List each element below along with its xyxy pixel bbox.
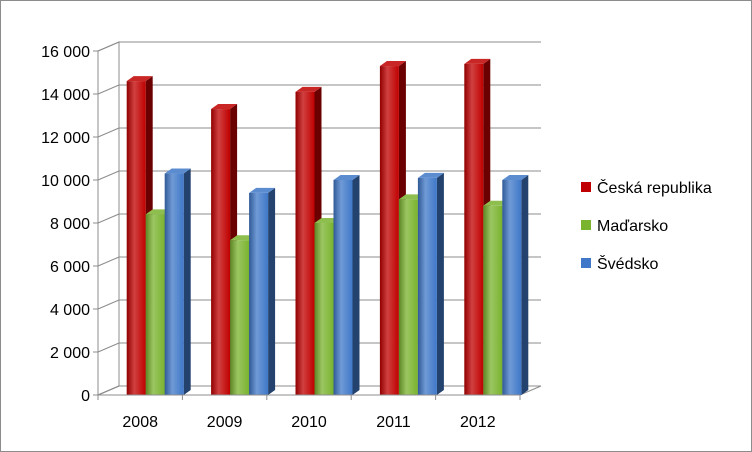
bar-front	[333, 180, 353, 395]
bar-top	[126, 76, 153, 82]
bar-front	[211, 109, 231, 396]
y-tick-label: 14 000	[41, 87, 90, 104]
y-tick-label: 8 000	[50, 216, 90, 233]
bar-side	[436, 172, 444, 395]
gridline-depth	[97, 385, 120, 396]
x-tick-label: 2011	[376, 414, 411, 431]
y-tick-label: 4 000	[50, 302, 90, 319]
legend-item: Maďarsko	[581, 218, 668, 235]
legend-swatch	[581, 182, 591, 192]
bar-top	[379, 61, 406, 67]
bar	[502, 175, 529, 395]
bar-front	[230, 240, 250, 395]
bar-front	[379, 66, 399, 396]
bar-front	[398, 199, 418, 395]
bar-front	[417, 177, 437, 395]
bar	[164, 168, 191, 395]
gridline-depth	[97, 342, 120, 353]
bar-front	[483, 205, 503, 395]
bar-top	[249, 187, 276, 193]
x-tick-label: 2010	[291, 414, 327, 431]
legend-item: Česká republika	[581, 178, 712, 197]
bar	[333, 175, 360, 395]
y-tick-label: 2 000	[50, 345, 90, 362]
bar-top	[211, 104, 238, 110]
bar-top	[295, 86, 322, 92]
bar-top	[417, 172, 444, 178]
y-tick-label: 12 000	[41, 130, 90, 147]
bar-top	[464, 58, 491, 64]
gridline-depth	[97, 84, 120, 95]
gridline-depth	[97, 256, 120, 267]
bar-front	[502, 180, 522, 395]
legend-swatch	[581, 220, 591, 230]
bar-top	[164, 168, 191, 174]
legend-label: Česká republika	[597, 178, 712, 197]
bar-side	[268, 187, 276, 395]
legend-swatch	[581, 258, 591, 268]
bar-side	[352, 175, 360, 395]
legend-label: Švédsko	[597, 254, 658, 273]
bar-side	[521, 175, 529, 395]
y-tick-label: 0	[81, 388, 90, 405]
x-tick-label: 2012	[460, 414, 496, 431]
bar-front	[126, 81, 146, 395]
legend-item: Švédsko	[581, 254, 658, 273]
bar-side	[183, 168, 191, 395]
legend-label: Maďarsko	[597, 218, 668, 235]
y-tick-label: 10 000	[41, 173, 90, 190]
bar	[417, 172, 444, 395]
bar-top	[333, 175, 360, 180]
bar	[249, 187, 276, 395]
bar-front	[464, 63, 484, 396]
x-tick-label: 2008	[122, 414, 158, 431]
bar-front	[295, 91, 315, 395]
bar-front	[249, 192, 269, 395]
gridline-depth	[97, 213, 120, 224]
bar-front	[314, 223, 334, 395]
bar-front	[164, 173, 184, 395]
gridline-depth	[97, 41, 120, 52]
gridline-depth	[97, 170, 120, 181]
x-tick-label: 2009	[207, 414, 243, 431]
y-tick-label: 6 000	[50, 259, 90, 276]
bar-front	[145, 214, 165, 395]
bar-top	[502, 175, 529, 180]
gridline-depth	[97, 127, 120, 138]
y-tick-label: 16 000	[41, 44, 90, 61]
gridline-depth	[97, 299, 120, 310]
